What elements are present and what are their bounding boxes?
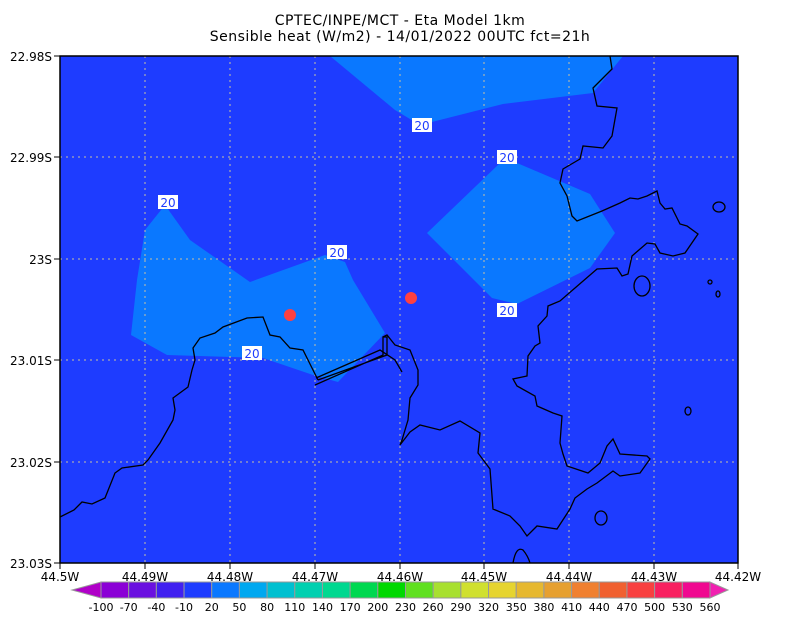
contour-label: 20: [414, 119, 429, 133]
shaded-region-north: [330, 56, 623, 125]
colorbar-label: 440: [589, 601, 610, 614]
contour-label: 20: [499, 151, 514, 165]
shaded-region-west: [131, 205, 385, 382]
colorbar-box: [211, 581, 240, 599]
coastline-west: [60, 316, 319, 518]
colorbar-box: [183, 581, 213, 599]
colorbar-box: [294, 581, 323, 599]
island: [633, 275, 651, 297]
contour-label: 20: [160, 196, 175, 210]
colorbar-box: [681, 581, 711, 599]
map-frame: [59, 55, 739, 564]
colorbar-label: 200: [367, 601, 388, 614]
colorbar-box: [321, 581, 351, 599]
lon-label: 44.47W: [292, 570, 338, 584]
lat-label: 23S: [29, 253, 52, 267]
colorbar-box: [488, 581, 517, 599]
colorbar-label: 560: [700, 601, 721, 614]
colorbar-label: -40: [147, 601, 165, 614]
station-marker: [405, 292, 417, 304]
island: [712, 201, 726, 213]
island: [715, 290, 721, 298]
colorbar-label: 170: [340, 601, 361, 614]
lat-label: 22.98S: [10, 50, 52, 64]
colorbar-box: [266, 581, 296, 599]
contour-label: 20: [244, 347, 259, 361]
colorbar-box: [543, 581, 573, 599]
colorbar-label: 50: [232, 601, 246, 614]
colorbar: -100 -70 -40 -10 20 50 80 110 140 170 200 230 260 290…: [70, 581, 730, 614]
contour-labels: 20 20 20 20 20 20: [158, 118, 517, 361]
lat-label: 23.02S: [10, 456, 52, 470]
colorbar-label: 230: [395, 601, 416, 614]
island: [512, 548, 531, 563]
colorbar-label: 470: [616, 601, 637, 614]
lon-label: 44.5W: [41, 570, 80, 584]
jetty-inner: [315, 349, 403, 379]
colorbar-label: 20: [205, 601, 219, 614]
map-area: 20 20 20 20 20 20: [60, 56, 738, 563]
lon-label: 44.45W: [461, 570, 507, 584]
lon-label: 44.49W: [122, 570, 168, 584]
colorbar-box: [128, 581, 157, 599]
island: [684, 406, 692, 416]
colorbar-box: [460, 581, 490, 599]
colorbar-box: [654, 581, 683, 599]
coastline-east: [382, 56, 699, 538]
colorbar-label: 530: [672, 601, 693, 614]
lon-label: 44.48W: [207, 570, 253, 584]
chart-title: CPTEC/INPE/MCT - Eta Model 1km: [274, 13, 526, 29]
contour-label: 20: [329, 246, 344, 260]
colorbar-high-arrow: [709, 581, 730, 599]
lon-label: 44.44W: [546, 570, 592, 584]
colorbar-box: [432, 581, 462, 599]
colorbar-label: 260: [423, 601, 444, 614]
colorbar-label: -100: [89, 601, 114, 614]
colorbar-box: [598, 581, 628, 599]
colorbar-box: [626, 581, 656, 599]
colorbar-box: [515, 581, 545, 599]
island: [707, 279, 713, 285]
colorbar-box: [377, 581, 406, 599]
colorbar-label: 350: [506, 601, 527, 614]
colorbar-label: -10: [175, 601, 193, 614]
colorbar-label: 80: [260, 601, 274, 614]
colorbar-label: 320: [478, 601, 499, 614]
colorbar-box: [100, 581, 130, 599]
colorbar-box: [238, 581, 268, 599]
lon-label: 44.42W: [715, 570, 761, 584]
coastline: [60, 56, 726, 563]
lat-label: 23.01S: [10, 354, 52, 368]
colorbar-box: [405, 581, 434, 599]
lon-label: 44.46W: [377, 570, 423, 584]
colorbar-label: 110: [284, 601, 305, 614]
island: [594, 510, 608, 526]
station-marker: [284, 309, 296, 321]
lat-label: 23.03S: [10, 557, 52, 571]
colorbar-box: [571, 581, 600, 599]
jetty: [314, 336, 388, 386]
lon-label: 44.43W: [631, 570, 677, 584]
chart-subtitle: Sensible heat (W/m2) - 14/01/2022 00UTC …: [209, 29, 591, 45]
colorbar-label: 410: [561, 601, 582, 614]
colorbar-label: 290: [450, 601, 471, 614]
colorbar-label: -70: [120, 601, 138, 614]
grid-lines: [60, 56, 738, 563]
colorbar-box: [155, 581, 185, 599]
lat-label: 22.99S: [10, 151, 52, 165]
contour-label: 20: [499, 304, 514, 318]
colorbar-low-arrow: [70, 581, 102, 599]
colorbar-box: [349, 581, 379, 599]
colorbar-label: 380: [533, 601, 554, 614]
colorbar-label: 500: [644, 601, 665, 614]
colorbar-label: 140: [312, 601, 333, 614]
